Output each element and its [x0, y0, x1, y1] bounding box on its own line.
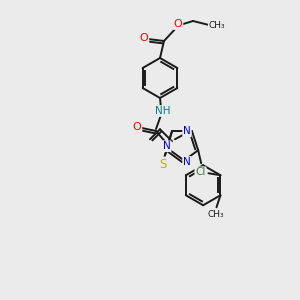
Text: O: O: [133, 122, 141, 132]
Text: N: N: [183, 126, 191, 136]
Text: O: O: [140, 33, 148, 43]
Text: N: N: [183, 157, 191, 167]
Text: CH₃: CH₃: [209, 20, 225, 29]
Text: N: N: [163, 141, 171, 151]
Text: O: O: [174, 19, 182, 29]
Text: S: S: [159, 158, 167, 170]
Text: CH₃: CH₃: [207, 210, 224, 219]
Text: Cl: Cl: [195, 167, 206, 177]
Text: NH: NH: [155, 106, 171, 116]
